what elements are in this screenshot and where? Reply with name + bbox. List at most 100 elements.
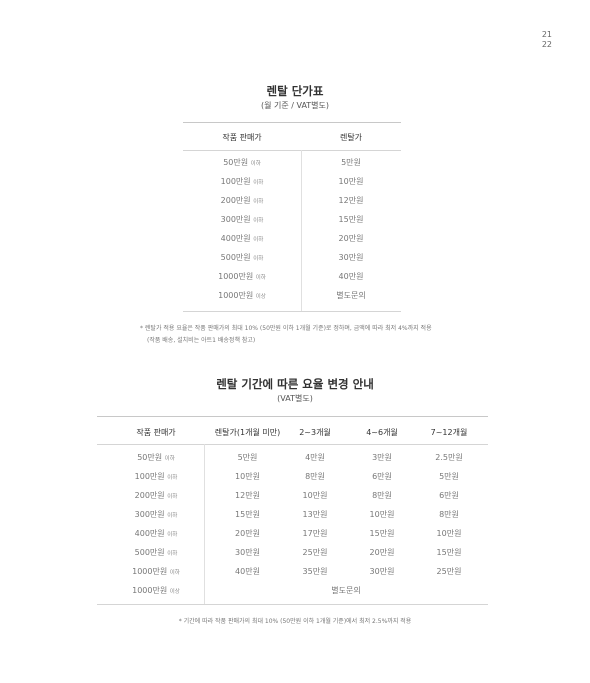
table1-price-cell: 1000만원 이하 [183,271,301,282]
table2-rate-cell: 15만원 [436,548,462,557]
price-value: 1000만원 [218,291,254,300]
table1-note-line1: * 렌탈가 적용 요율은 작품 판매가의 최대 10% (50만원 이하 1개월… [140,325,432,332]
price-value: 500만원 [134,548,165,557]
price-value: 1000만원 [132,586,168,595]
table1-top-rule [183,122,401,123]
table1-price-cell: 200만원 이하 [183,195,301,206]
price-qualifier: 이하 [167,532,178,538]
table2-price-cell: 400만원 이하 [97,528,215,539]
page-number-right: 22 [541,40,552,49]
price-value: 1000만원 [218,272,254,281]
table2-rate-cell: 8만원 [439,510,459,519]
table1-rent-cell: 20만원 [338,234,364,243]
table2-rate-cell: 25만원 [302,548,328,557]
table2-rate-cell: 20만원 [369,548,395,557]
price-value: 100만원 [134,472,165,481]
rental-period-table-subtitle: (VAT별도) [277,394,313,403]
table2-rate-cell: 15만원 [235,510,260,519]
price-qualifier: 이하 [164,456,175,462]
table2-header-2-3m: 2~3개월 [299,428,331,437]
price-qualifier: 이하 [167,513,178,519]
table2-rate-cell: 12만원 [235,491,260,500]
page-number-left: 21 [541,30,552,39]
price-value: 50만원 [137,453,163,462]
table2-note: * 기간에 따라 작품 판매가의 최대 10% (50만원 이하 1개월 기준)… [178,618,412,625]
table1-rent-cell: 40만원 [338,272,364,281]
price-qualifier: 이하 [253,180,264,186]
price-qualifier: 이하 [253,256,264,262]
price-qualifier: 이상 [169,589,180,595]
table2-price-cell: 1000만원 이하 [97,566,215,577]
price-qualifier: 이하 [250,161,261,167]
price-value: 400만원 [220,234,251,243]
table1-rent-cell: 5만원 [341,158,361,167]
table1-note-line2: (작품 배송, 설치비는 아트1 배송정책 참고) [147,337,256,344]
table2-rate-cell: 13만원 [302,510,328,519]
table2-bottom-rule [97,604,488,605]
table2-rate-cell: 10만원 [235,472,260,481]
price-qualifier: 이하 [253,237,264,243]
table2-rate-cell: 30만원 [369,567,395,576]
table2-header-7-12m: 7~12개월 [430,428,468,437]
table2-column-divider [204,444,205,604]
table2-rate-cell: 8만원 [305,472,325,481]
table1-column-divider [301,150,302,311]
table2-header-price: 작품 판매가 [136,428,176,437]
table2-rate-cell: 10만원 [436,529,462,538]
table1-price-cell: 50만원 이하 [183,157,301,168]
table2-rate-cell: 2.5만원 [435,453,463,462]
price-value: 300만원 [220,215,251,224]
table2-rate-cell: 17만원 [302,529,328,538]
table2-rate-cell: 5만원 [439,472,459,481]
table2-rate-cell: 6만원 [372,472,392,481]
price-qualifier: 이하 [167,494,178,500]
table2-rate-cell: 5만원 [237,453,258,462]
table2-price-cell: 1000만원 이상 [97,585,215,596]
table2-price-cell: 300만원 이하 [97,509,215,520]
price-value: 300만원 [134,510,165,519]
table2-rate-cell: 15만원 [369,529,395,538]
price-value: 400만원 [134,529,165,538]
price-value: 200만원 [134,491,165,500]
table1-bottom-rule [183,311,401,312]
table2-top-rule [97,416,488,417]
rental-price-table-subtitle: (월 기준 / VAT별도) [260,101,330,110]
table2-rate-cell: 30만원 [235,548,260,557]
price-qualifier: 이하 [253,199,264,205]
table2-rate-cell: 20만원 [235,529,260,538]
table1-price-cell: 100만원 이하 [183,176,301,187]
table1-price-cell: 1000만원 이상 [183,290,301,301]
price-value: 1000만원 [132,567,168,576]
table1-rent-cell: 15만원 [338,215,364,224]
rental-price-table-title: 렌탈 단가표 [266,84,324,98]
table2-price-cell: 200만원 이하 [97,490,215,501]
table1-price-cell: 400만원 이하 [183,233,301,244]
table2-rate-cell: 10만원 [302,491,328,500]
table2-rate-cell: 6만원 [439,491,459,500]
price-qualifier: 이하 [167,475,178,481]
table2-rate-cell: 35만원 [302,567,328,576]
table2-rate-cell: 40만원 [235,567,260,576]
table1-rent-cell: 12만원 [338,196,364,205]
table2-rate-cell: 4만원 [305,453,325,462]
table2-header-under-1m: 렌탈가(1개월 미만) [214,428,281,437]
table1-header-rent: 렌탈가 [339,133,363,142]
price-qualifier: 이상 [255,294,266,300]
table2-price-cell: 500만원 이하 [97,547,215,558]
table1-header-price: 작품 판매가 [222,133,262,142]
price-qualifier: 이하 [169,570,180,576]
table1-header-rule [183,150,401,151]
price-qualifier: 이하 [255,275,266,281]
price-qualifier: 이하 [167,551,178,557]
table1-rent-cell: 30만원 [338,253,364,262]
table2-rate-cell: 8만원 [372,491,392,500]
rental-period-table-title: 렌탈 기간에 따른 요율 변경 안내 [216,377,374,391]
price-value: 200만원 [220,196,251,205]
table2-header-rule [97,444,488,445]
table2-price-cell: 100만원 이하 [97,471,215,482]
table2-merged-inquiry-cell: 별도문의 [331,586,361,595]
price-value: 50만원 [223,158,249,167]
table1-rent-cell: 별도문의 [336,291,366,300]
table2-rate-cell: 3만원 [372,453,392,462]
page-numbers: 21 22 [542,30,552,50]
